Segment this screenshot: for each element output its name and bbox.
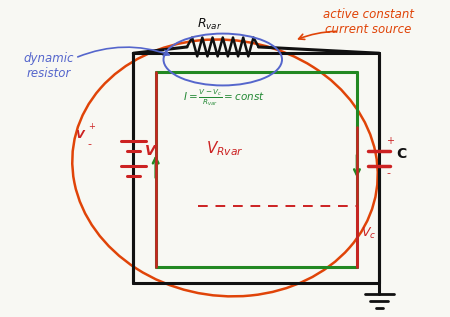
Text: $V_c$: $V_c$ bbox=[360, 226, 376, 241]
Text: -: - bbox=[386, 168, 390, 178]
Text: V: V bbox=[145, 144, 156, 158]
Text: $R_{var}$: $R_{var}$ bbox=[197, 17, 222, 32]
Text: $V_{Rvar}$: $V_{Rvar}$ bbox=[206, 140, 244, 158]
Text: C: C bbox=[396, 147, 406, 161]
Text: -: - bbox=[88, 139, 92, 150]
Text: $I = \frac{V-V_c}{R_{var}} = const$: $I = \frac{V-V_c}{R_{var}} = const$ bbox=[183, 87, 265, 108]
Text: +: + bbox=[386, 136, 394, 146]
Text: +: + bbox=[88, 122, 94, 131]
Text: V: V bbox=[76, 130, 84, 140]
Text: active constant
current source: active constant current source bbox=[323, 8, 414, 36]
Text: dynamic
resistor: dynamic resistor bbox=[23, 52, 74, 80]
